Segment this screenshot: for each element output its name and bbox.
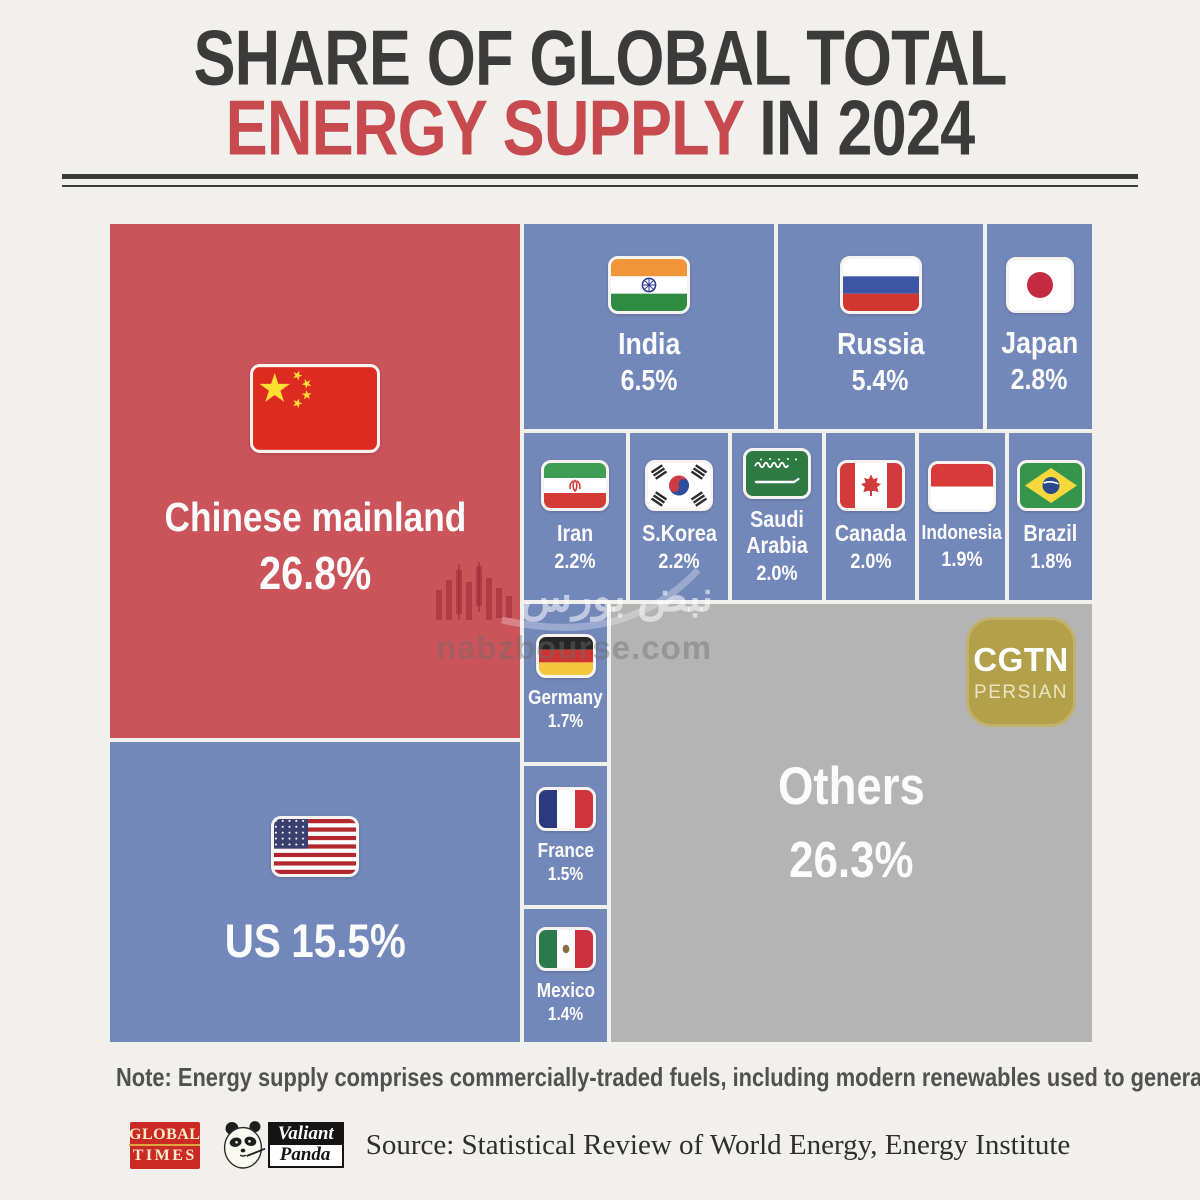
germany-flag-icon [535,634,596,679]
footer: GLOBAL TIMES Valiant Panda Source: Stati… [0,1120,1200,1170]
cell-percent: 6.5% [620,364,678,397]
global-times-line1: GLOBAL [129,1126,201,1146]
treemap-cell-russia: Russia 5.4% [778,224,983,429]
treemap-cell-brazil: Brazil 1.8% [1009,433,1092,600]
cell-percent: 2.2% [554,550,596,574]
cell-percent: 1.8% [1029,550,1072,574]
cell-percent: 2.0% [849,550,892,574]
title-line-1: SHARE OF GLOBAL TOTAL [193,15,1007,102]
cell-percent: 26.3% [789,831,914,889]
cgtn-badge-title: CGTN [973,640,1069,678]
cell-label: Iran [556,519,594,546]
cell-label: Brazil [1023,519,1078,546]
treemap-cell-canada: Canada 2.0% [826,433,915,600]
india-flag-icon [608,255,690,314]
cell-percent: 26.8% [258,546,372,599]
treemap-cell-south-korea: S.Korea 2.2% [630,433,728,600]
cell-label: Germany [528,687,603,710]
cell-label: US [224,914,281,967]
title-line-2: ENERGY SUPPLY IN 2024 [225,85,975,172]
cell-label: Chinese mainland [164,493,466,540]
canada-flag-icon [836,459,905,511]
cell-label: Indonesia [921,522,1003,545]
cell-percent: 5.4% [852,364,909,397]
cell-label-row: US 15.5% [224,913,405,968]
global-times-logo: GLOBAL TIMES [129,1121,201,1169]
valiant-panda-line2: Panda [267,1145,344,1168]
cell-label: Saudi Arabia [746,505,808,558]
france-flag-icon [535,786,596,831]
south-korea-flag-icon [645,459,713,511]
cell-percent: 1.9% [941,548,983,572]
title-divider-thick [62,174,1138,179]
cell-label: India [617,325,681,361]
cell-percent: 2.8% [1011,363,1068,396]
us-flag-icon [271,816,359,877]
treemap-cell-saudi-arabia: Saudi Arabia 2.0% [732,433,822,600]
treemap-cell-chinese-mainland: Chinese mainland 26.8% [110,224,520,738]
title-divider-thin [62,185,1138,187]
russia-flag-icon [839,255,922,314]
cell-percent: 2.2% [658,550,700,574]
cell-percent: 1.5% [547,863,584,884]
treemap-cell-india: India 6.5% [524,224,774,429]
cell-label: S.Korea [641,519,717,546]
japan-flag-icon [1005,256,1074,313]
global-times-line2: TIMES [132,1146,197,1164]
cell-label: Mexico [536,979,595,1002]
cgtn-persian-badge: CGTN PERSIAN [966,617,1076,727]
treemap-cell-germany: Germany 1.7% [524,604,607,762]
cell-percent: 15.5% [290,914,406,967]
cell-label: Others [778,756,925,816]
china-flag-icon [250,363,380,453]
cell-label: Canada [834,519,907,546]
panda-icon [220,1120,266,1170]
cell-label: Russia [836,325,925,361]
cgtn-badge-subtitle: PERSIAN [974,681,1068,703]
treemap-cell-iran: Iran 2.2% [524,433,626,600]
footnote: Note: Energy supply comprises commercial… [116,1062,1200,1092]
treemap-cell-france: France 1.5% [524,766,607,905]
valiant-panda-wordmark: Valiant Panda [267,1122,344,1168]
cell-percent: 1.7% [547,711,584,732]
treemap-cell-indonesia: Indonesia 1.9% [919,433,1005,600]
cell-label: France [537,839,594,862]
indonesia-flag-icon [928,461,996,513]
saudi-arabia-flag-icon [743,447,811,499]
cell-label: Japan [1000,324,1079,360]
brazil-flag-icon [1016,459,1085,511]
treemap-cell-mexico: Mexico 1.4% [524,909,607,1042]
treemap-cell-us: US 15.5% [110,742,520,1042]
treemap-cell-others: CGTN PERSIAN Others 26.3% [611,604,1092,1042]
cell-percent: 2.0% [756,562,798,586]
page-title: SHARE OF GLOBAL TOTAL ENERGY SUPPLY IN 20… [0,15,1200,172]
source-text: Source: Statistical Review of World Ener… [365,1128,1071,1161]
iran-flag-icon [541,459,609,511]
treemap-cell-japan: Japan 2.8% [987,224,1092,429]
treemap: Chinese mainland 26.8% [110,224,1092,1042]
valiant-panda-line1: Valiant [267,1122,344,1145]
cell-percent: 1.4% [547,1003,584,1024]
mexico-flag-icon [535,926,596,971]
